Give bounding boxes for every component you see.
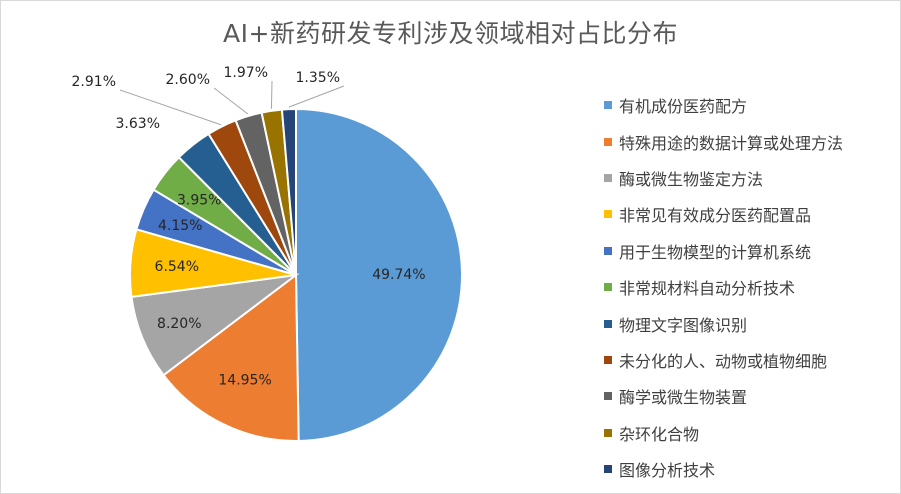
- legend-swatch: [604, 283, 612, 292]
- legend-swatch: [604, 465, 612, 474]
- slice-data-label: 1.35%: [296, 70, 340, 86]
- legend-label: 未分化的人、动物或植物细胞: [619, 351, 828, 371]
- legend-item: 杂环化合物: [604, 415, 894, 451]
- legend-label: 非常见有效成分医药配置品: [619, 206, 812, 226]
- slice-data-label: 2.60%: [166, 72, 210, 88]
- chart-title: AI+新药研发专利涉及领域相对占比分布: [223, 19, 678, 48]
- legend-label: 杂环化合物: [619, 424, 700, 444]
- leader-line: [119, 89, 222, 126]
- legend-swatch: [604, 392, 612, 401]
- legend-swatch: [604, 355, 612, 364]
- legend-label: 物理文字图像识别: [619, 315, 748, 335]
- pie-slice: [280, 107, 297, 276]
- slice-data-label: 3.63%: [116, 116, 160, 132]
- legend-label: 非常规材料自动分析技术: [619, 279, 796, 299]
- slice-data-label: 14.95%: [218, 372, 271, 388]
- legend-item: 非常规材料自动分析技术: [604, 269, 894, 305]
- legend-item: 特殊用途的数据计算或处理方法: [604, 123, 894, 159]
- legend-item: 物理文字图像识别: [604, 305, 894, 341]
- legend-item: 有机成份医药配方: [604, 87, 894, 123]
- legend-swatch: [604, 319, 612, 328]
- legend-swatch: [604, 173, 612, 182]
- legend-item: 非常见有效成分医药配置品: [604, 196, 894, 232]
- legend-label: 特殊用途的数据计算或处理方法: [619, 133, 844, 153]
- leader-line: [270, 80, 273, 109]
- legend-swatch: [604, 210, 612, 219]
- slice-data-label: 1.97%: [224, 65, 268, 81]
- legend-item: 图像分析技术: [604, 451, 894, 487]
- slice-data-label: 6.54%: [155, 259, 199, 275]
- legend-label: 有机成份医药配方: [619, 97, 748, 117]
- legend-label: 酶学或微生物装置: [619, 388, 748, 408]
- legend-item: 未分化的人、动物或植物细胞: [604, 342, 894, 378]
- legend-label: 酶或微生物鉴定方法: [619, 169, 764, 189]
- legend-swatch: [604, 428, 612, 437]
- legend-label: 图像分析技术: [619, 461, 716, 481]
- legend-item: 酶学或微生物装置: [604, 378, 894, 414]
- legend-label: 用于生物模型的计算机系统: [619, 242, 812, 262]
- pie-slice: [162, 273, 300, 442]
- leader-line: [288, 85, 345, 108]
- legend-swatch: [604, 101, 612, 110]
- slice-data-label: 4.15%: [158, 218, 202, 234]
- legend-swatch: [604, 137, 612, 146]
- legend-item: 酶或微生物鉴定方法: [604, 160, 894, 196]
- leader-line: [213, 87, 249, 115]
- slice-data-label: 49.74%: [372, 267, 425, 283]
- legend-swatch: [604, 246, 612, 255]
- pie-slice: [295, 107, 463, 442]
- slice-data-label: 3.95%: [177, 192, 221, 208]
- slice-data-label: 8.20%: [157, 316, 201, 332]
- legend: 有机成份医药配方特殊用途的数据计算或处理方法 酶或微生物鉴定方法非常见有效成分医药…: [604, 87, 894, 487]
- slice-data-label: 2.91%: [72, 74, 116, 90]
- legend-item: 用于生物模型的计算机系统: [604, 233, 894, 269]
